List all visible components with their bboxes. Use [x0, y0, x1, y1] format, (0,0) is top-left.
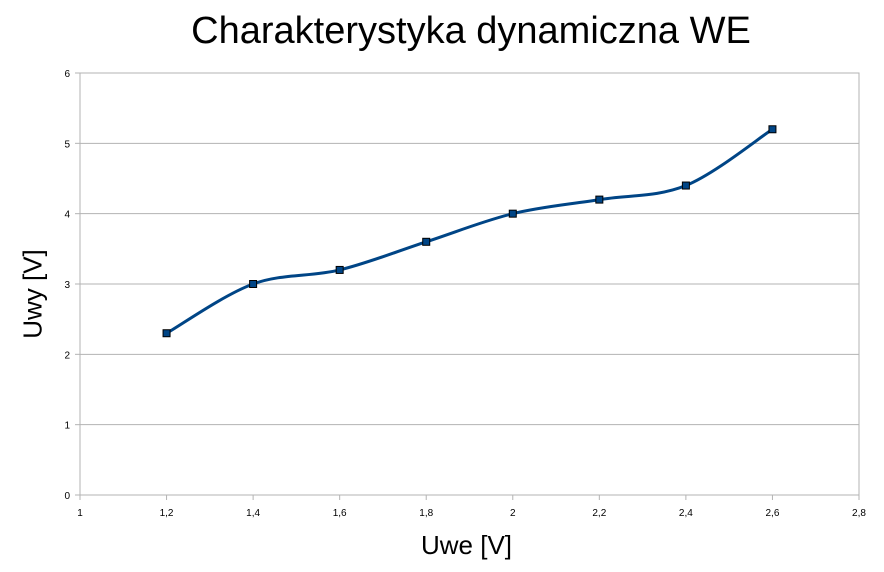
data-point: [681, 181, 690, 190]
data-point: [249, 280, 258, 288]
y-tick-label: 0: [64, 491, 70, 502]
data-point: [335, 265, 344, 274]
y-tick-label: 5: [64, 139, 70, 150]
data-point: [422, 237, 431, 246]
data-point: [162, 329, 171, 338]
data-point: [595, 195, 604, 204]
x-tick-label: 2,8: [852, 508, 866, 519]
x-tick-label: 1: [77, 508, 83, 519]
x-tick-label: 2,2: [592, 508, 606, 519]
chart-title: Charakterystyka dynamiczna WE: [191, 10, 751, 52]
x-axis-label: Uwe [V]: [420, 530, 513, 560]
x-tick-label: 1,2: [160, 508, 174, 519]
data-point: [768, 125, 777, 134]
series-line: [165, 128, 774, 335]
y-tick-label: 1: [64, 421, 70, 432]
data-point: [508, 209, 517, 218]
x-tick-label: 2: [510, 508, 516, 519]
plot-frame: [79, 72, 860, 496]
x-tick-label: 1,6: [333, 508, 347, 519]
x-tick-label: 1,8: [419, 508, 433, 519]
x-tick-label: 2,4: [679, 508, 693, 519]
y-tick-label: 2: [64, 350, 70, 361]
y-tick-label: 3: [64, 280, 70, 291]
y-tick-label: 4: [64, 210, 70, 221]
y-tick-label: 6: [64, 69, 70, 80]
x-tick-label: 1,4: [246, 508, 260, 519]
x-tick-label: 2,6: [765, 508, 779, 519]
